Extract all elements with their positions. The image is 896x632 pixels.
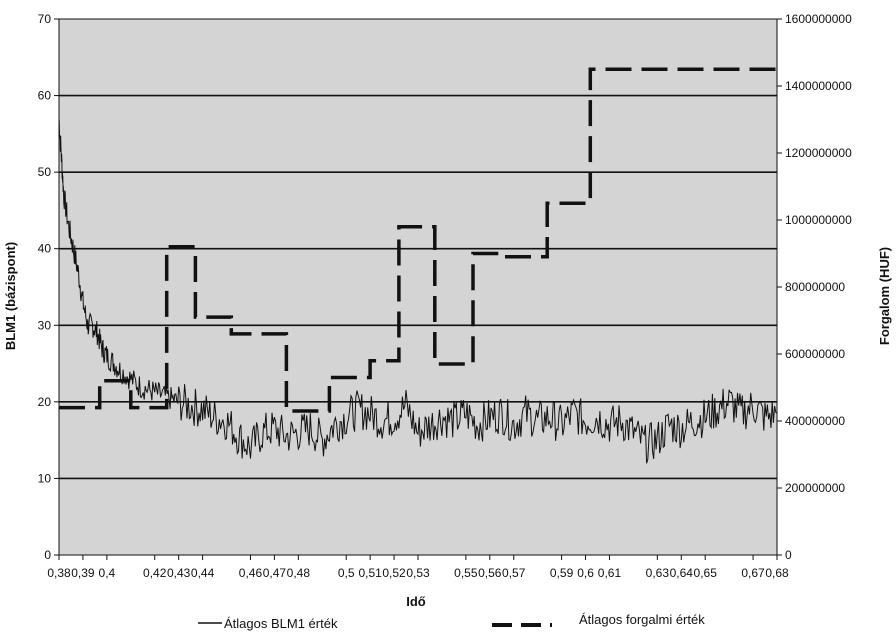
legend-label-forgalom: Átlagos forgalmi érték [579,612,705,627]
x-tick-label: 0,38 [47,566,71,580]
right-axis: 0 200000000 400000000 600000000 800000000 100… [777,12,852,562]
x-tick-label: 0,51 [358,566,382,580]
x-tick-label: 0,42 [143,566,167,580]
right-tick-label: 1600000000 [785,12,852,26]
x-tick-label: 0,63 [646,566,670,580]
left-axis: 0 10 20 30 40 50 60 70 [38,12,59,562]
right-tick-label: 600000000 [785,347,845,361]
x-axis: 0,38 0,39 0,4 0,42 0,43 0,44 0,46 0,47 0,48 0,5 0,… [47,555,789,580]
right-tick-label: 200000000 [785,481,845,495]
plot-area [58,18,778,556]
x-tick-label: 0,67 [741,566,765,580]
x-tick-label: 0,56 [478,566,502,580]
x-axis-title: Idő [406,594,426,609]
x-tick-label: 0,61 [598,566,622,580]
left-tick-label: 20 [38,395,52,409]
x-tick-label: 0,39 [71,566,95,580]
x-tick-label: 0,64 [670,566,694,580]
x-tick-label: 0,65 [694,566,718,580]
x-tick-label: 0,57 [502,566,526,580]
left-tick-label: 30 [38,318,52,332]
series-forgalom [59,67,777,413]
x-tick-label: 0,52 [382,566,406,580]
x-tick-label: 0,47 [263,566,287,580]
series-blm1 [58,118,778,464]
legend-label-blm1: Átlagos BLM1 érték [224,616,338,631]
x-tick-label: 0,53 [406,566,430,580]
x-tick-label: 0,44 [191,566,215,580]
y-axis-right-title: Forgalom (HUF) [877,247,892,345]
x-tick-label: 0,68 [765,566,789,580]
right-tick-label: 400000000 [785,414,845,428]
right-tick-label: 1000000000 [785,213,852,227]
x-tick-label: 0,55 [454,566,478,580]
x-tick-label: 0,48 [287,566,311,580]
right-tick-label: 1200000000 [785,146,852,160]
x-tick-label: 0,4 [99,566,116,580]
left-tick-label: 60 [38,89,52,103]
x-tick-label: 0,46 [239,566,263,580]
series-blm1-line [58,118,778,464]
x-tick-label: 0,5 [338,566,355,580]
x-tick-label: 0,6 [577,566,594,580]
x-tick-label: 0,59 [550,566,574,580]
gridlines [59,94,777,480]
left-tick-label: 10 [38,471,52,485]
left-tick-label: 70 [38,12,52,26]
series-forgalom-line [59,67,777,413]
left-tick-label: 40 [38,242,52,256]
right-tick-label: 1400000000 [785,79,852,93]
right-tick-label: 0 [785,548,792,562]
left-tick-label: 50 [38,165,52,179]
right-tick-label: 800000000 [785,280,845,294]
left-tick-label: 0 [44,548,51,562]
y-axis-left-title: BLM1 (bázispont) [3,242,18,350]
x-tick-label: 0,43 [167,566,191,580]
legend: Átlagos BLM1 érték Átlagos forgalmi érté… [198,612,705,631]
